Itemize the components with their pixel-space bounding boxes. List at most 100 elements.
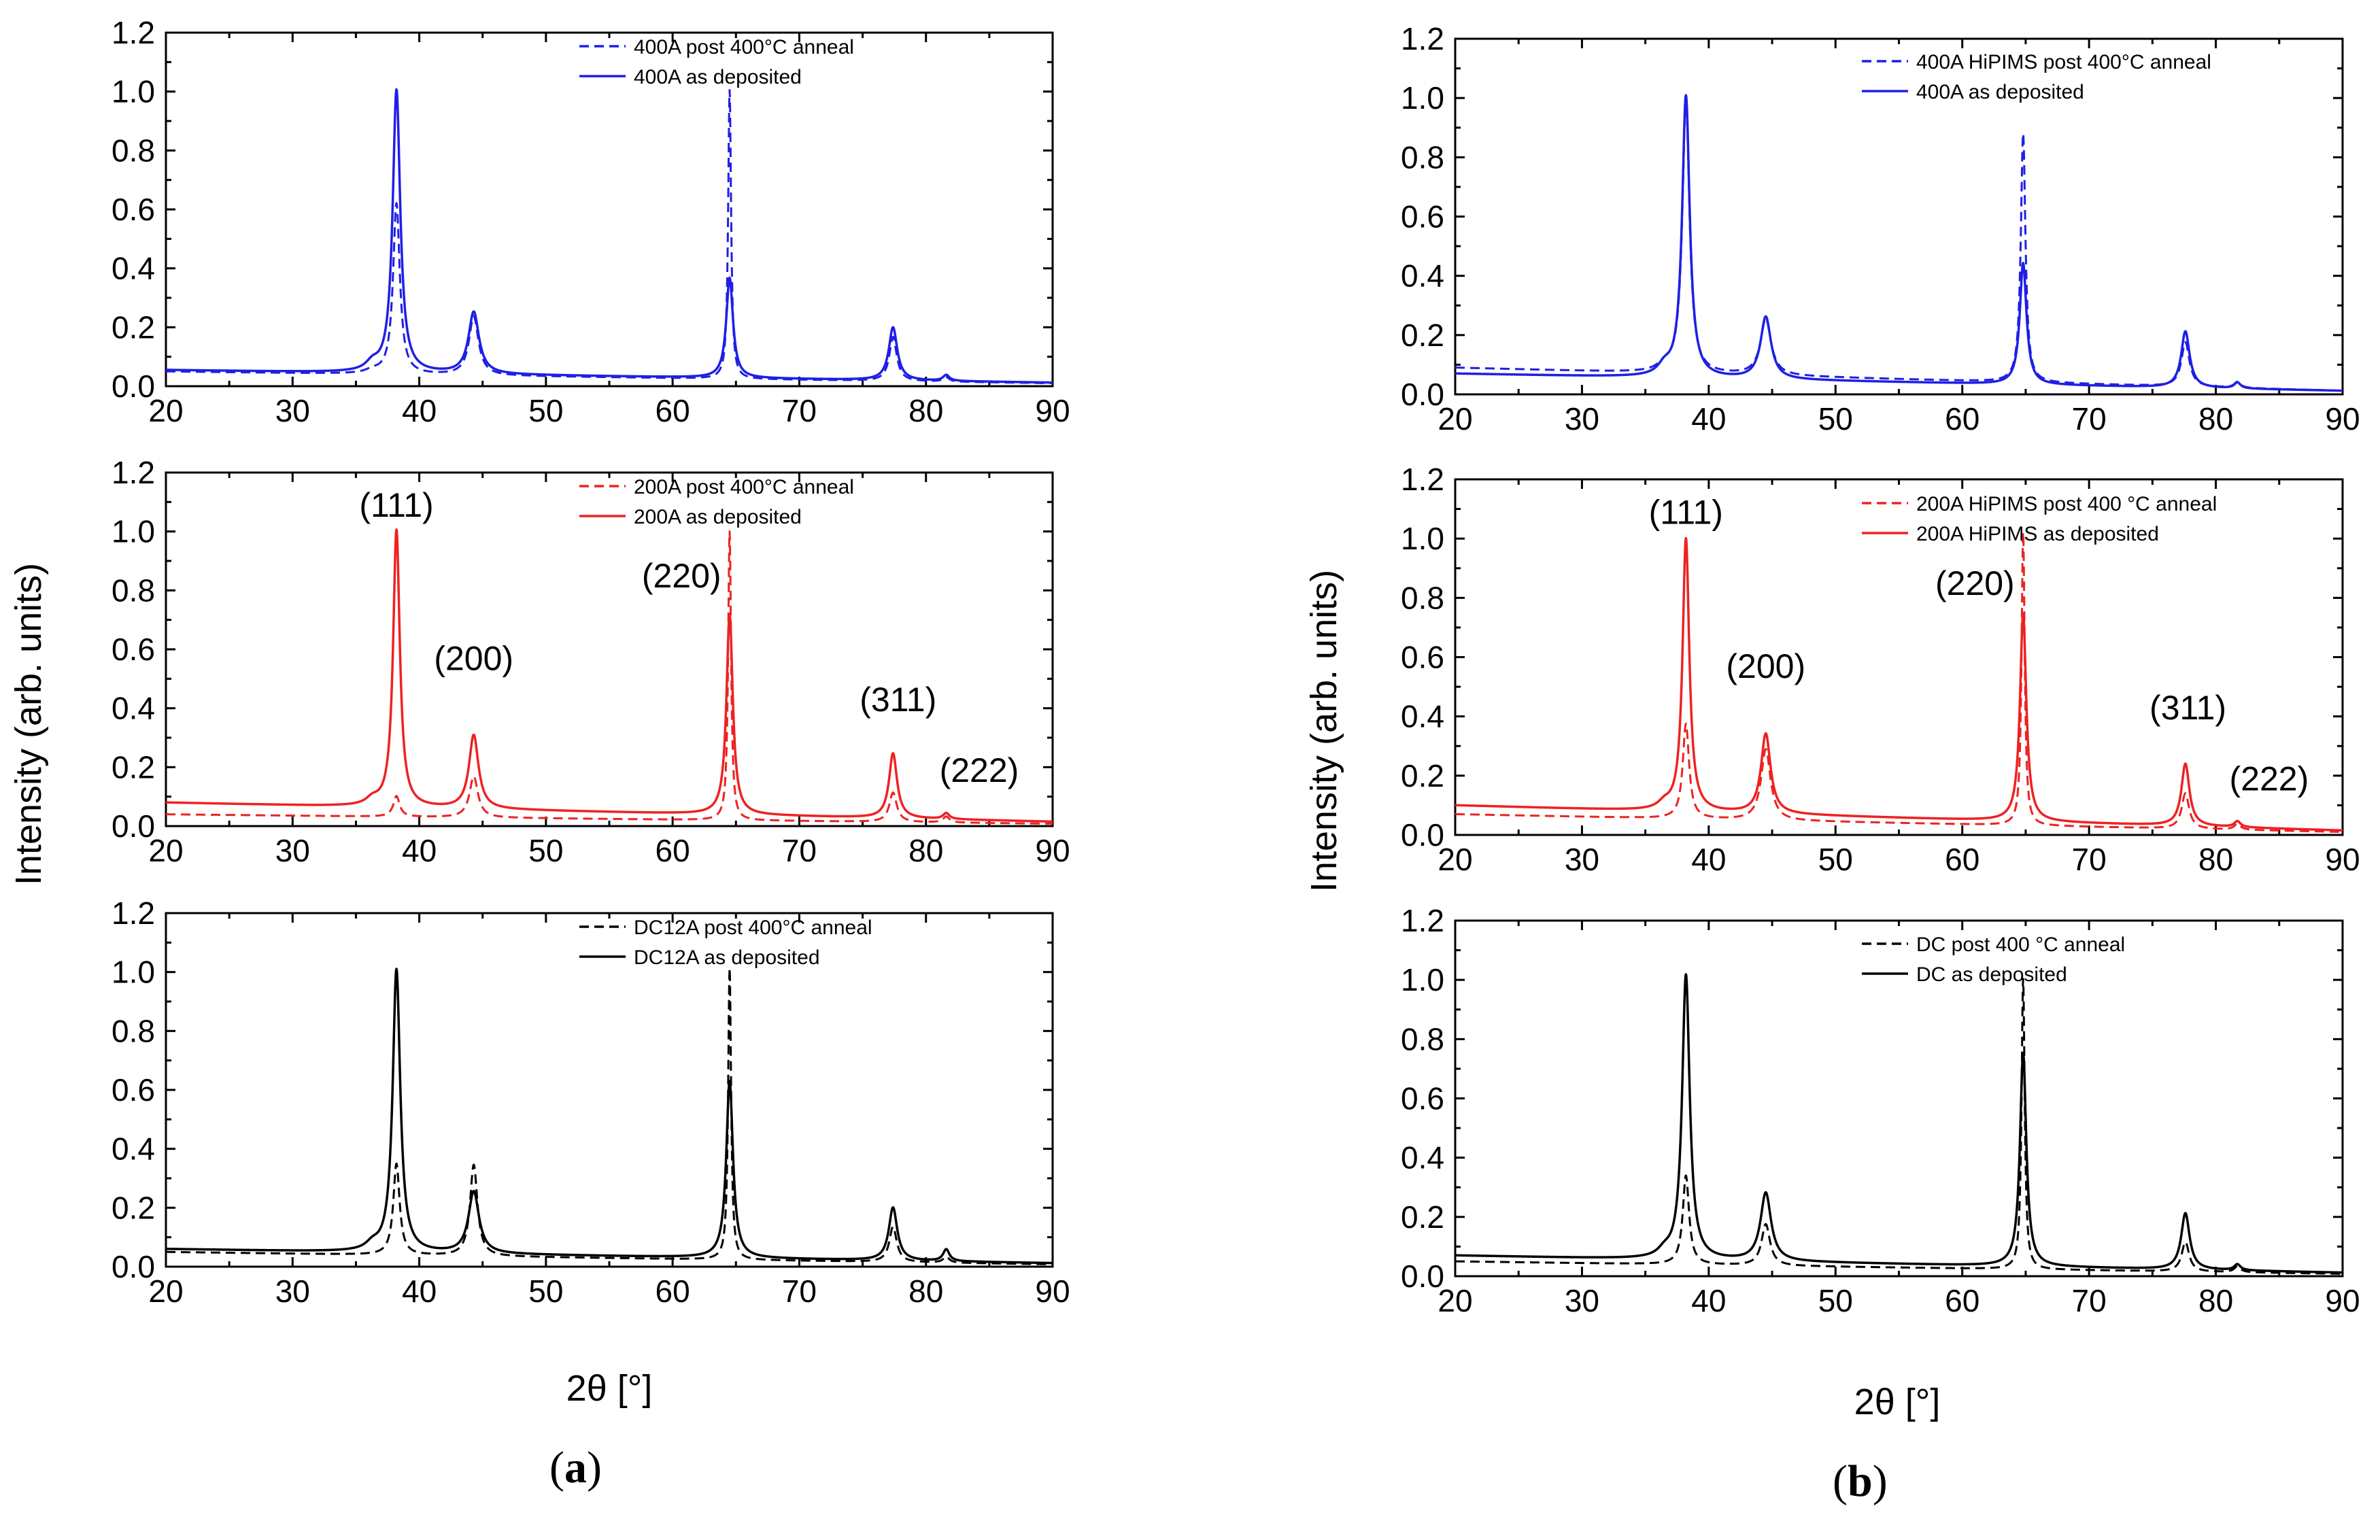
- peak-label: (111): [1649, 493, 1723, 531]
- chart-a-1: 20 30 40 50 60 70 80 90 0.0 0.2 0.4 0.6 0.8 1.0 1.2 200…: [112, 455, 1070, 868]
- legend-label: 200A HiPIMS as deposited: [1916, 523, 2159, 545]
- peak-label: (311): [860, 681, 936, 719]
- ylabel-a: Intensity (arb. units): [8, 563, 49, 885]
- xlabel-a: 2θ [°]: [566, 1368, 653, 1409]
- y-tick-label: 1.0: [1401, 962, 1444, 997]
- peak-label: (222): [2230, 760, 2309, 798]
- x-tick-label: 90: [2325, 401, 2360, 437]
- x-tick-label: 30: [1565, 842, 1599, 877]
- y-tick-label: 0.6: [112, 632, 155, 667]
- peak-label: (111): [359, 486, 433, 524]
- panel-label-b: (b): [1833, 1456, 1888, 1506]
- chart-b-1: 20 30 40 50 60 70 80 90 0.0 0.2 0.4 0.6 0.8 1.0 1.2 200…: [1401, 462, 2360, 877]
- x-tick-label: 20: [148, 393, 183, 428]
- y-tick-label: 1.0: [112, 514, 155, 549]
- panel-label-b-open: (: [1833, 1456, 1848, 1506]
- series-line-as-deposited: [1455, 94, 2343, 392]
- series-line-annealed: [166, 967, 1053, 1265]
- x-tick-label: 30: [275, 833, 310, 868]
- panel-label-a: (a): [549, 1443, 602, 1492]
- y-tick-label: 0.8: [1401, 580, 1444, 615]
- y-tick-label: 0.4: [1401, 1140, 1444, 1176]
- x-tick-label: 90: [2325, 1283, 2360, 1318]
- x-tick-label: 70: [2072, 842, 2107, 877]
- x-tick-label: 50: [528, 833, 563, 868]
- y-tick-label: 1.2: [112, 895, 155, 931]
- peak-label: (200): [434, 639, 513, 677]
- y-tick-label: 0.4: [112, 691, 155, 726]
- x-tick-label: 40: [402, 1273, 437, 1309]
- chart-b-2: 20 30 40 50 60 70 80 90 0.0 0.2 0.4 0.6 0.8 1.0 1.2 DC …: [1401, 903, 2360, 1318]
- x-tick-label: 20: [148, 1273, 183, 1309]
- series-line-as-deposited: [166, 88, 1053, 384]
- y-tick-label: 1.2: [1401, 903, 1444, 938]
- legend-label: 200A post 400°C anneal: [634, 476, 854, 498]
- x-tick-label: 70: [782, 833, 817, 868]
- x-tick-label: 80: [908, 833, 943, 868]
- x-tick-label: 40: [402, 393, 437, 428]
- x-tick-label: 60: [1945, 1283, 1979, 1318]
- ylabel-b: Intensity (arb. units): [1304, 570, 1344, 892]
- y-tick-label: 0.6: [1401, 1081, 1444, 1116]
- x-tick-label: 90: [1035, 393, 1070, 428]
- y-tick-label: 0.8: [112, 133, 155, 168]
- x-tick-label: 20: [148, 833, 183, 868]
- legend-label: DC post 400 °C anneal: [1916, 934, 2125, 956]
- plot-area: 20 30 40 50 60 70 80 900.00.20.40.60.81.01.2 400…: [112, 15, 2360, 1318]
- y-tick-label: 0.6: [112, 192, 155, 227]
- legend-label: DC12A as deposited: [634, 946, 820, 969]
- x-tick-label: 70: [2072, 401, 2107, 437]
- y-tick-label: 1.0: [112, 74, 155, 109]
- x-tick-label: 80: [908, 393, 943, 428]
- xlabel-b: 2θ [°]: [1854, 1382, 1941, 1422]
- chart-a-2: 20 30 40 50 60 70 80 90 0.0 0.2 0.4 0.6 0.8 1.0 1.2 DC1…: [112, 895, 1070, 1309]
- x-tick-label: 50: [1818, 842, 1853, 877]
- x-tick-label: 80: [908, 1273, 943, 1309]
- x-tick-label: 30: [275, 1273, 310, 1309]
- x-tick-label: 40: [1691, 842, 1726, 877]
- x-tick-label: 60: [656, 393, 690, 428]
- legend-label: 200A HiPIMS post 400 °C anneal: [1916, 493, 2217, 515]
- y-tick-label: 0.2: [112, 749, 155, 785]
- legend-label: 400A as deposited: [634, 66, 802, 88]
- x-tick-label: 60: [1945, 842, 1979, 877]
- y-tick-label: 0.0: [112, 808, 155, 844]
- x-tick-label: 40: [402, 833, 437, 868]
- y-tick-label: 0.8: [1401, 139, 1444, 175]
- legend-label: DC as deposited: [1916, 963, 2067, 986]
- legend-label: 400A HiPIMS post 400°C anneal: [1916, 51, 2211, 73]
- panel-label-a-open: (: [549, 1443, 564, 1492]
- x-tick-label: 60: [656, 1273, 690, 1309]
- series-line-annealed: [166, 530, 1053, 825]
- y-tick-label: 0.6: [1401, 640, 1444, 675]
- peak-label: (311): [2149, 689, 2226, 727]
- peak-label: (200): [1726, 647, 1805, 685]
- y-tick-label: 0.2: [1401, 318, 1444, 353]
- y-tick-label: 0.2: [112, 1190, 155, 1225]
- x-tick-label: 50: [1818, 1283, 1853, 1318]
- y-tick-label: 0.6: [112, 1072, 155, 1108]
- y-tick-label: 0.0: [1401, 1259, 1444, 1294]
- series-line-as-deposited: [1455, 536, 2343, 832]
- x-tick-label: 50: [1818, 401, 1853, 437]
- y-tick-label: 1.2: [112, 455, 155, 490]
- x-tick-label: 90: [1035, 833, 1070, 868]
- series-line-annealed: [166, 89, 1053, 385]
- y-tick-label: 0.0: [1401, 377, 1444, 412]
- y-tick-label: 0.2: [1401, 1199, 1444, 1235]
- y-tick-label: 1.0: [1401, 80, 1444, 116]
- panel-label-a-close: ): [587, 1443, 602, 1492]
- x-tick-label: 20: [1438, 1283, 1472, 1318]
- x-tick-label: 20: [1438, 401, 1472, 437]
- x-tick-label: 90: [2325, 842, 2360, 877]
- y-tick-label: 0.8: [1401, 1021, 1444, 1057]
- x-tick-label: 90: [1035, 1273, 1070, 1309]
- chart-b-0: 20 30 40 50 60 70 80 90 0.0 0.2 0.4 0.6 0.8 1.0 1.2 400…: [1401, 21, 2360, 437]
- y-tick-label: 0.4: [1401, 699, 1444, 734]
- series-line-annealed: [1455, 978, 2343, 1275]
- x-tick-label: 30: [275, 393, 310, 428]
- x-tick-label: 80: [2198, 401, 2233, 437]
- legend-label: 400A post 400°C anneal: [634, 36, 854, 58]
